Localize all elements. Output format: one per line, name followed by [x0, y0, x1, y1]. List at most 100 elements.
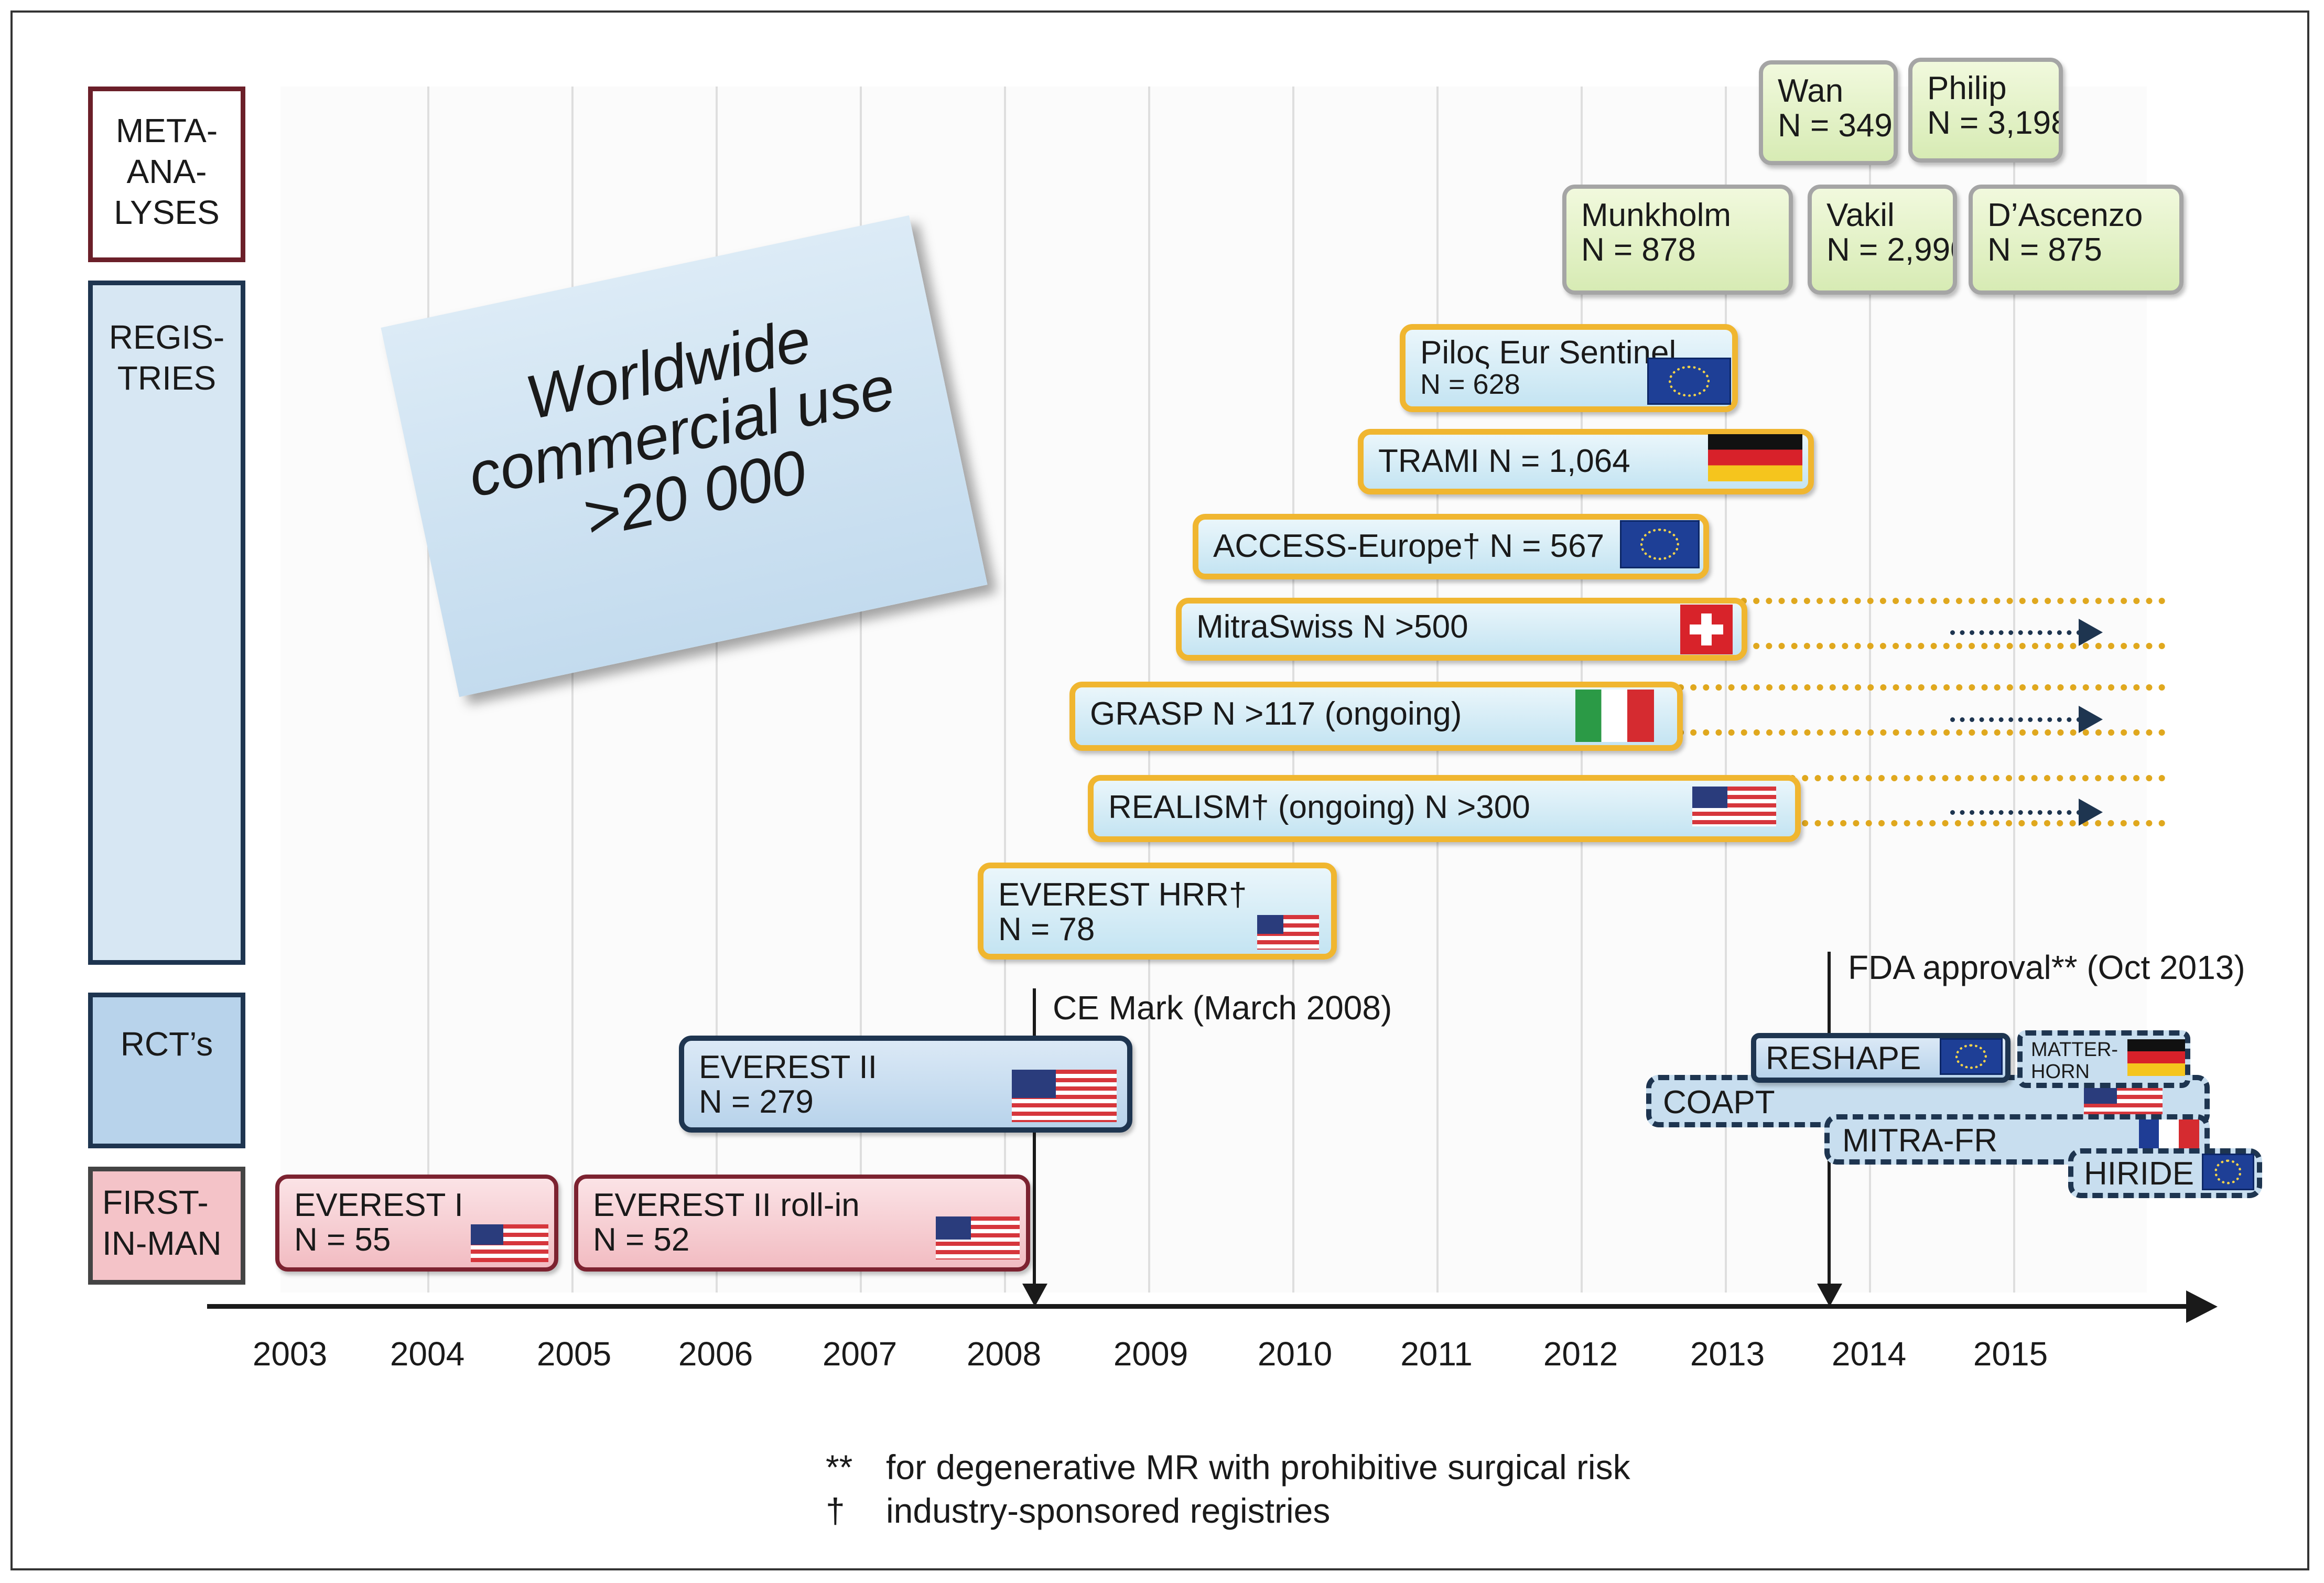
usa-flag-icon — [936, 1216, 1020, 1259]
year-label-2004: 2004 — [390, 1335, 465, 1373]
category-label: LYSES — [114, 193, 220, 231]
eu-flag-icon — [1647, 358, 1731, 405]
usa-flag-icon — [1692, 787, 1776, 826]
ongoing-arrow-line — [1950, 717, 2081, 722]
year-label-2010: 2010 — [1257, 1335, 1333, 1373]
ce-mark-line — [1033, 988, 1036, 1290]
ongoing-arrow-line — [1950, 810, 2081, 815]
footnote-text: for degenerative MR with prohibitive sur… — [886, 1448, 1630, 1487]
registry-label: EVEREST HRR† — [998, 877, 1247, 913]
year-label-2015: 2015 — [1973, 1335, 2048, 1373]
rct-label: HORN — [2031, 1061, 2090, 1083]
rct-label: EVEREST II — [699, 1049, 877, 1085]
meta-name: Wan — [1778, 73, 1844, 109]
year-label-2008: 2008 — [966, 1335, 1042, 1373]
rct-label: RESHAPE — [1766, 1040, 1921, 1076]
year-label-2012: 2012 — [1543, 1335, 1618, 1373]
year-label-2005: 2005 — [536, 1335, 612, 1373]
year-label-2011: 2011 — [1400, 1335, 1473, 1373]
usa-flag-icon — [1257, 915, 1319, 950]
usa-flag-icon — [1012, 1070, 1117, 1122]
footnote-industry: † industry-sponsored registries — [826, 1491, 1330, 1531]
eu-flag-icon — [2202, 1154, 2254, 1190]
timeline-axis — [207, 1304, 2199, 1309]
category-label: ANA- — [126, 153, 207, 190]
registry-realism: REALISM† (ongoing) N >300 — [1088, 775, 1801, 842]
registry-label: TRAMI N = 1,064 — [1378, 443, 1630, 479]
rct-label: MITRA-FR — [1842, 1123, 1998, 1159]
ce-mark-label: CE Mark (March 2008) — [1053, 989, 1392, 1027]
meta-name: Munkholm — [1581, 197, 1731, 233]
year-label-2013: 2013 — [1690, 1335, 1765, 1373]
footnote-text: industry-sponsored registries — [886, 1491, 1331, 1530]
meta-n: N = 875 — [1987, 232, 2102, 268]
meta-vakil: Vakil N = 2,990 — [1808, 185, 1957, 295]
realism-continuation — [1751, 775, 2165, 826]
ongoing-arrow-icon — [2079, 706, 2103, 733]
meta-wan: Wan N = 349 — [1759, 60, 1898, 165]
gridline-2006 — [716, 87, 718, 1293]
fda-arrow-icon — [1817, 1284, 1842, 1307]
year-label-2014: 2014 — [1831, 1335, 1907, 1373]
registry-label: MitraSwiss N >500 — [1196, 609, 1468, 645]
rct-n: N = 279 — [699, 1084, 814, 1120]
category-meta-analyses: META- ANA- LYSES — [88, 87, 245, 262]
gridline-2007 — [860, 87, 862, 1293]
grasp-continuation — [1678, 684, 2165, 736]
meta-n: N = 3,198 — [1927, 105, 2063, 141]
meta-name: Philip — [1927, 70, 2007, 106]
rct-label: HIRIDE — [2084, 1156, 2195, 1192]
meta-name: D’Ascenzo — [1987, 197, 2143, 233]
france-flag-icon — [2139, 1119, 2199, 1152]
meta-dascenzo: D’Ascenzo N = 875 — [1969, 185, 2184, 295]
category-label: FIRST- — [102, 1183, 209, 1221]
category-label: RCT’s — [120, 1025, 213, 1063]
eu-flag-icon — [1940, 1038, 2003, 1075]
rct-label: MATTER- — [2031, 1039, 2118, 1061]
switzerland-flag-icon — [1680, 605, 1733, 654]
registry-label: ACCESS-Europe† N = 567 — [1213, 528, 1605, 564]
fda-approval-label: FDA approval** (Oct 2013) — [1848, 949, 2245, 986]
mitraswiss-continuation — [1741, 598, 2165, 649]
registry-mitraswiss: MitraSwiss N >500 — [1176, 598, 1747, 661]
ce-mark-arrow-icon — [1022, 1284, 1047, 1307]
axis-arrow-icon — [2186, 1290, 2218, 1323]
germany-flag-icon — [1708, 434, 1802, 481]
meta-n: N = 878 — [1581, 232, 1696, 268]
figure-frame — [10, 10, 2309, 1570]
category-label: META- — [115, 112, 218, 149]
meta-n: N = 349 — [1778, 107, 1893, 144]
category-label: IN-MAN — [102, 1224, 222, 1262]
ongoing-arrow-icon — [2079, 799, 2103, 826]
usa-flag-icon — [2084, 1086, 2163, 1119]
category-label: TRIES — [117, 359, 217, 397]
category-registries: REGIS- TRIES — [88, 281, 245, 965]
year-label-2009: 2009 — [1113, 1335, 1188, 1373]
footnote-symbol: † — [826, 1491, 845, 1530]
registry-label: REALISM† (ongoing) N >300 — [1108, 789, 1530, 825]
germany-flag-icon — [2127, 1039, 2185, 1076]
registry-label: GRASP N >117 (ongoing) — [1090, 696, 1462, 732]
gridline-2008 — [1004, 87, 1006, 1293]
fim-label: EVEREST II roll-in — [593, 1187, 860, 1223]
eu-flag-icon — [1620, 520, 1700, 568]
italy-flag-icon — [1575, 690, 1654, 742]
rct-label: COAPT — [1663, 1084, 1775, 1121]
category-label: REGIS- — [109, 318, 225, 356]
meta-n: N = 2,990 — [1826, 232, 1957, 268]
ongoing-arrow-line — [1950, 630, 2081, 635]
fim-n: N = 52 — [593, 1222, 690, 1258]
footnote-symbol: ** — [826, 1448, 853, 1487]
year-label-2003: 2003 — [252, 1335, 328, 1373]
fim-label: EVEREST I — [294, 1187, 463, 1223]
meta-munkholm: Munkholm N = 878 — [1562, 185, 1793, 295]
gridline-2005 — [571, 87, 574, 1293]
gridline-2004 — [427, 87, 429, 1293]
ongoing-arrow-icon — [2079, 619, 2103, 646]
year-label-2007: 2007 — [822, 1335, 898, 1373]
meta-philip: Philip N = 3,198 — [1908, 58, 2063, 163]
year-label-2006: 2006 — [678, 1335, 753, 1373]
usa-flag-icon — [471, 1224, 548, 1262]
fim-n: N = 55 — [294, 1222, 391, 1258]
registry-label: Piloς Eur Sentinel — [1420, 335, 1677, 371]
